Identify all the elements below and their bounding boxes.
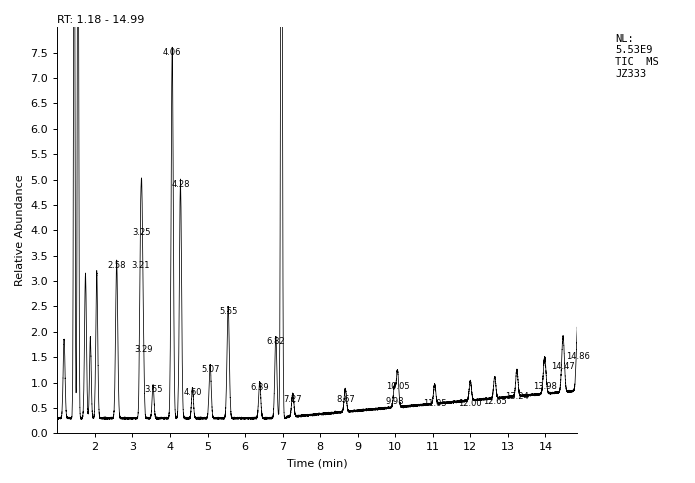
Text: 9.98: 9.98 — [385, 397, 404, 406]
Text: 5.55: 5.55 — [219, 307, 238, 315]
Text: 3.29: 3.29 — [134, 345, 153, 354]
Text: 2.58: 2.58 — [108, 261, 126, 270]
Text: 13.24: 13.24 — [505, 392, 529, 401]
Text: 3.55: 3.55 — [144, 385, 163, 394]
Text: 4.28: 4.28 — [171, 180, 190, 189]
Text: 5.07: 5.07 — [201, 365, 220, 374]
Text: NL:
5.53E9
TIC  MS
JZ333: NL: 5.53E9 TIC MS JZ333 — [615, 34, 659, 79]
Text: 8.67: 8.67 — [336, 396, 354, 404]
X-axis label: Time (min): Time (min) — [287, 458, 348, 468]
Y-axis label: Relative Abundance: Relative Abundance — [15, 174, 25, 286]
Text: 12.00: 12.00 — [459, 399, 482, 408]
Text: 3.21: 3.21 — [131, 261, 149, 270]
Text: 7.27: 7.27 — [284, 396, 302, 404]
Text: 4.06: 4.06 — [163, 48, 181, 57]
Text: 6.39: 6.39 — [250, 383, 269, 392]
Text: 12.65: 12.65 — [483, 397, 507, 406]
Text: 4.60: 4.60 — [183, 388, 202, 397]
Text: 3.25: 3.25 — [133, 228, 151, 237]
Text: 14.86: 14.86 — [566, 352, 589, 361]
Text: 14.47: 14.47 — [551, 362, 575, 371]
Text: 13.98: 13.98 — [533, 382, 557, 391]
Text: 11.05: 11.05 — [423, 399, 446, 408]
Text: RT: 1.18 - 14.99: RT: 1.18 - 14.99 — [57, 15, 145, 25]
Text: 10.05: 10.05 — [386, 382, 409, 391]
Text: 6.82: 6.82 — [266, 337, 285, 346]
